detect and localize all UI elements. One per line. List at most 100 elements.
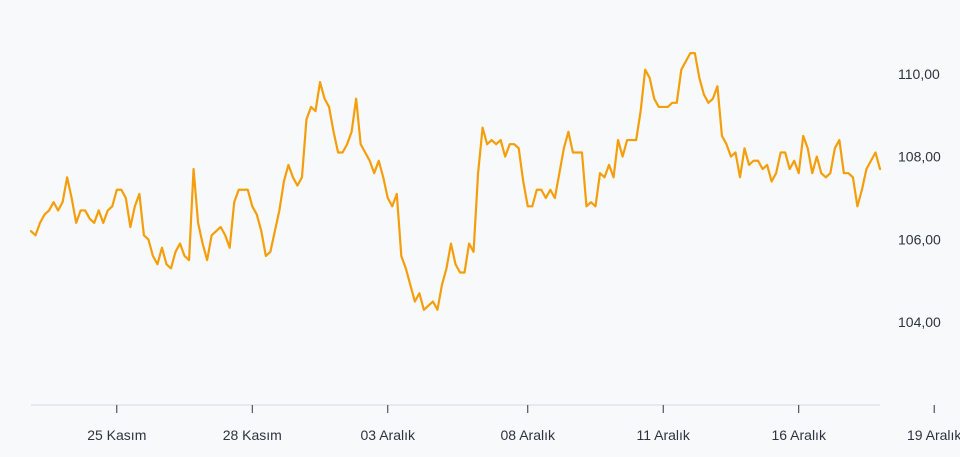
y-tick-label: 110,00 [898, 66, 940, 82]
data-point [748, 164, 750, 166]
data-point [879, 168, 881, 170]
data-point [220, 226, 222, 228]
data-point [554, 197, 556, 199]
data-point [247, 189, 249, 191]
data-point [134, 205, 136, 207]
data-point [455, 263, 457, 265]
data-point [576, 151, 578, 153]
data-point [585, 205, 587, 207]
data-point [676, 102, 678, 104]
data-point [269, 251, 271, 253]
data-point [175, 251, 177, 253]
data-point [206, 259, 208, 261]
data-point [716, 85, 718, 87]
data-point [793, 160, 795, 162]
data-point [707, 102, 709, 104]
data-point [337, 151, 339, 153]
data-point [71, 197, 73, 199]
data-point [80, 209, 82, 211]
data-point [482, 127, 484, 129]
data-point [396, 193, 398, 195]
data-point [373, 172, 375, 174]
data-point [649, 77, 651, 79]
data-point [802, 135, 804, 137]
data-point [229, 247, 231, 249]
data-point [414, 301, 416, 303]
data-point [152, 255, 154, 257]
data-point [102, 222, 104, 224]
x-tick-label: 19 Aralık [907, 427, 960, 443]
data-point [355, 98, 357, 100]
data-point [346, 143, 348, 145]
data-point [775, 172, 777, 174]
series-layer [29, 52, 882, 311]
data-point [202, 243, 204, 245]
data-point [784, 151, 786, 153]
data-point [62, 201, 64, 203]
data-point [698, 77, 700, 79]
y-tick-label: 104,00 [898, 314, 941, 330]
data-point [35, 234, 37, 236]
data-point [536, 189, 538, 191]
data-point [170, 267, 172, 269]
data-point [147, 238, 149, 240]
data-point [522, 180, 524, 182]
data-point [491, 139, 493, 141]
price-line [29, 52, 882, 311]
data-point [93, 222, 95, 224]
data-point [278, 209, 280, 211]
x-tick-label: 11 Aralık [637, 427, 691, 443]
data-point [260, 230, 262, 232]
data-point [563, 147, 565, 149]
data-point [825, 176, 827, 178]
data-point [129, 226, 131, 228]
data-point [843, 172, 845, 174]
data-point [296, 185, 298, 187]
data-point [53, 201, 55, 203]
data-point [667, 106, 669, 108]
data-point [599, 172, 601, 174]
data-point [315, 110, 317, 112]
data-point [789, 168, 791, 170]
data-point [558, 172, 560, 174]
data-point [400, 255, 402, 257]
data-point [125, 197, 127, 199]
data-point [57, 209, 59, 211]
data-point [762, 168, 764, 170]
data-point [427, 305, 429, 307]
data-point [771, 180, 773, 182]
data-point [138, 193, 140, 195]
data-point [378, 160, 380, 162]
data-point [30, 230, 32, 232]
data-point [39, 222, 41, 224]
data-point [242, 189, 244, 191]
data-point [184, 255, 186, 257]
data-point [66, 176, 68, 178]
data-point [161, 247, 163, 249]
data-point [89, 218, 91, 220]
data-point [504, 156, 506, 158]
data-point [143, 234, 145, 236]
data-point [432, 301, 434, 303]
data-point [604, 176, 606, 178]
data-point [567, 131, 569, 133]
data-point [861, 189, 863, 191]
data-point [527, 205, 529, 207]
data-point [852, 176, 854, 178]
data-point [685, 60, 687, 62]
x-tick-label: 03 Aralık [361, 427, 416, 443]
data-point [798, 172, 800, 174]
data-point [635, 139, 637, 141]
data-point [224, 234, 226, 236]
data-point [287, 164, 289, 166]
data-point [644, 69, 646, 71]
data-point [572, 151, 574, 153]
data-point [120, 189, 122, 191]
data-point [111, 205, 113, 207]
y-tick-label: 106,00 [898, 231, 941, 247]
data-point [84, 209, 86, 211]
data-point [870, 160, 872, 162]
data-point [549, 189, 551, 191]
